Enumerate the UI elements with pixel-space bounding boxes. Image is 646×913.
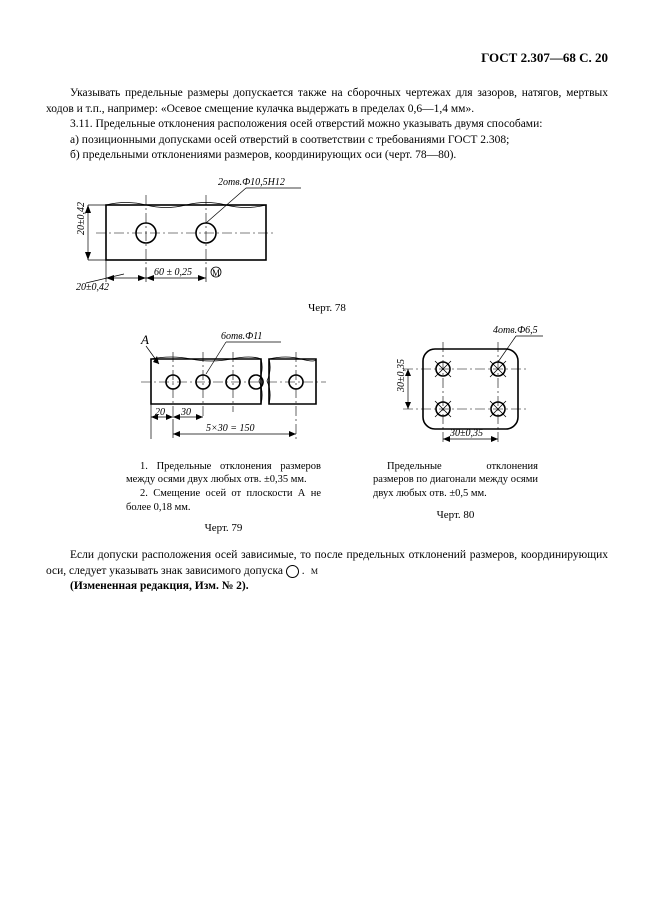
fig79-holes-label: 6отв.Ф11 bbox=[221, 331, 262, 342]
figure-80-note: Предельные отклонения размеров по диагон… bbox=[373, 460, 538, 501]
paragraph-5: Если допуски расположения осей зависимые… bbox=[46, 548, 608, 579]
paragraph-5-text-a: Если допуски расположения осей зависимые… bbox=[46, 549, 608, 577]
fig79-dim-30: 30 bbox=[180, 407, 191, 418]
fig80-note-1: Предельные отклонения размеров по диагон… bbox=[373, 460, 538, 501]
figure-80-svg: 4отв.Ф6,5 30±0,35 30±0,35 bbox=[368, 324, 543, 454]
figure-79-notes: 1. Предельные отклонения размеров между … bbox=[126, 460, 321, 515]
figure-78-svg: 20±0,42 2отв.Ф10,5Н12 20±0,42 60 ± 0,25 … bbox=[46, 170, 306, 300]
fig79-dim-20: 20 bbox=[155, 407, 165, 418]
fig80-dim-v: 30±0,35 bbox=[396, 359, 407, 393]
fig80-dim-h: 30±0,35 bbox=[449, 428, 483, 439]
document-header: ГОСТ 2.307—68 С. 20 bbox=[46, 50, 608, 66]
paragraph-2: 3.11. Предельные отклонения расположения… bbox=[46, 117, 608, 133]
body-text-block: Указывать предельные размеры допускается… bbox=[46, 86, 608, 164]
paragraph-3a: а) позиционными допусками осей отверстий… bbox=[46, 133, 608, 149]
fig79-a-label: А bbox=[140, 332, 149, 347]
page: ГОСТ 2.307—68 С. 20 Указывать предельные… bbox=[0, 0, 646, 635]
fig78-dim-v: 20±0,42 bbox=[76, 202, 87, 235]
fig79-note-2: 2. Смещение осей от плоскости А не более… bbox=[126, 487, 321, 514]
closing-text: Если допуски расположения осей зависимые… bbox=[46, 548, 608, 595]
m-symbol-icon: М bbox=[286, 565, 299, 578]
figure-80-caption: Черт. 80 bbox=[437, 509, 475, 521]
m-symbol-icon: М bbox=[212, 268, 220, 278]
figure-80: 4отв.Ф6,5 30±0,35 30±0,35 bbox=[368, 324, 543, 521]
figure-79-svg: А 6отв.Ф11 bbox=[111, 324, 336, 454]
fig80-holes-label: 4отв.Ф6,5 bbox=[493, 325, 538, 336]
fig78-dim-20: 20±0,42 bbox=[76, 282, 109, 293]
figure-79-caption: Черт. 79 bbox=[205, 522, 243, 534]
fig79-note-1: 1. Предельные отклонения размеров между … bbox=[126, 460, 321, 487]
paragraph-6: (Измененная редакция, Изм. № 2). bbox=[46, 579, 608, 595]
fig79-dim-total: 5×30 = 150 bbox=[206, 423, 255, 434]
paragraph-5-text-b: . bbox=[302, 565, 305, 577]
figure-78-caption: Черт. 78 bbox=[46, 302, 608, 314]
paragraph-3b: б) предельными отклонениями размеров, ко… bbox=[46, 148, 608, 164]
paragraph-1: Указывать предельные размеры допускается… bbox=[46, 86, 608, 117]
fig78-holes-label: 2отв.Ф10,5Н12 bbox=[218, 177, 285, 188]
figure-79: А 6отв.Ф11 bbox=[111, 324, 336, 535]
fig78-dim-60: 60 ± 0,25 bbox=[154, 267, 192, 278]
figure-78: 20±0,42 2отв.Ф10,5Н12 20±0,42 60 ± 0,25 … bbox=[46, 170, 608, 314]
figure-row: А 6отв.Ф11 bbox=[46, 324, 608, 535]
